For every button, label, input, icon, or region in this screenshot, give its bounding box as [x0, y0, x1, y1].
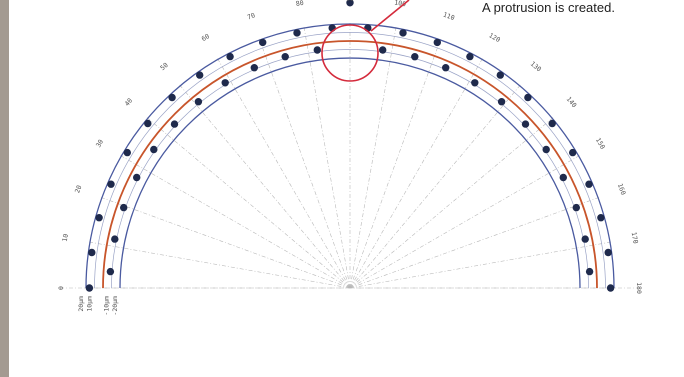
- radial-guide-80: [303, 25, 351, 289]
- measurement-point: [542, 145, 550, 154]
- radial-guide-120: [349, 57, 484, 289]
- angle-label: 90: [346, 0, 354, 3]
- measurement-point: [123, 148, 131, 157]
- angle-labels: 0 10 20 30 40 50 60 70 80 90 100 110 120 130 140 150 160…: [57, 0, 643, 294]
- measurement-point: [399, 29, 407, 37]
- radial-guide-70: [258, 37, 351, 289]
- angle-label: 160: [616, 182, 628, 196]
- protrusion-callout: A protrusion is created.: [321, 0, 615, 82]
- radial-guide-60: [216, 57, 351, 289]
- measurement-point: [433, 38, 441, 47]
- measurement-point: [259, 38, 267, 47]
- angle-label: 150: [594, 136, 607, 150]
- angle-label: 110: [442, 11, 456, 23]
- measurement-point: [346, 0, 354, 7]
- measurement-point: [585, 180, 593, 188]
- angle-label: 20: [73, 184, 83, 194]
- measurement-point: [548, 119, 556, 128]
- radial-guide-130: [349, 84, 522, 289]
- measurement-point: [111, 235, 119, 243]
- plus-10um-ring: [94, 32, 606, 289]
- radial-guide-160: [349, 196, 601, 289]
- measurement-point: [597, 214, 605, 222]
- measurement-point: [581, 235, 589, 243]
- measurement-point: [150, 145, 158, 154]
- scale-labels: 20μm 10μm -10μm -20μm: [77, 296, 119, 316]
- reference-ring: [102, 40, 598, 289]
- measurement-point: [521, 120, 530, 128]
- callout-text: A protrusion is created.: [482, 0, 615, 15]
- measurement-point: [572, 203, 580, 212]
- measurement-point: [313, 46, 321, 54]
- radial-guide-lines: [60, 22, 640, 289]
- measurement-point: [88, 248, 96, 257]
- angle-label: 60: [200, 32, 211, 43]
- angle-label: 130: [529, 60, 543, 74]
- measurement-point: [293, 29, 301, 37]
- measurement-point: [194, 98, 203, 106]
- measurement-point: [281, 53, 289, 61]
- scale-label: -10μm: [103, 296, 111, 316]
- measurement-point: [120, 203, 128, 212]
- left-side-bar: [0, 0, 9, 377]
- measurement-point: [604, 248, 612, 257]
- angle-label: 140: [565, 95, 579, 109]
- angle-label: 180: [635, 282, 643, 294]
- radial-guide-150: [349, 154, 581, 289]
- angle-label: 30: [94, 138, 105, 149]
- measurement-point: [196, 71, 204, 79]
- radial-guide-40: [146, 116, 351, 289]
- measurement-point: [466, 52, 474, 61]
- outer-limit-ring: [85, 23, 615, 289]
- angle-label: 100: [394, 0, 407, 8]
- measurement-point: [107, 180, 115, 188]
- measurement-point: [170, 120, 179, 128]
- radial-guide-10: [87, 241, 351, 289]
- measurement-point: [497, 98, 506, 106]
- scale-label: -20μm: [111, 296, 119, 316]
- measurement-point: [585, 267, 594, 276]
- measurement-point: [226, 52, 234, 61]
- radial-guide-30: [119, 154, 351, 289]
- angle-label: 70: [246, 11, 256, 21]
- callout-leader-line: [370, 0, 410, 32]
- measurement-points: [85, 0, 615, 292]
- angle-label: 50: [159, 61, 170, 72]
- angle-label: 120: [487, 31, 501, 44]
- measurement-point: [569, 148, 577, 157]
- scale-label: 10μm: [86, 296, 94, 312]
- measurement-point: [379, 46, 387, 54]
- measurement-point: [85, 284, 94, 292]
- angle-label: 40: [123, 97, 134, 108]
- measurement-point: [471, 79, 479, 87]
- angle-label: 170: [630, 231, 640, 244]
- measurement-point: [106, 267, 115, 276]
- measurement-point: [496, 71, 504, 79]
- protrusion-highlight-circle: [321, 24, 379, 82]
- measurement-point: [221, 79, 229, 87]
- measurement-point: [524, 93, 532, 102]
- measurement-point: [144, 119, 152, 128]
- radial-guide-100: [349, 25, 397, 289]
- measurement-point: [442, 63, 450, 72]
- radial-guide-110: [349, 37, 442, 289]
- angle-label: 10: [61, 233, 70, 242]
- radial-guide-170: [349, 241, 613, 289]
- measurement-point: [168, 93, 176, 102]
- measurement-point: [250, 63, 258, 72]
- angle-label: 80: [295, 0, 304, 8]
- scale-label: 20μm: [77, 296, 85, 312]
- radial-guide-50: [178, 84, 351, 289]
- radial-guide-140: [349, 116, 554, 289]
- angle-label: 0: [57, 286, 65, 290]
- inner-limit-ring: [119, 57, 581, 289]
- measurement-point: [559, 173, 567, 182]
- measurement-point: [133, 173, 141, 182]
- radial-guide-20: [99, 196, 351, 289]
- measurement-point: [411, 53, 419, 61]
- measurement-point: [606, 284, 615, 292]
- measurement-point: [95, 214, 103, 222]
